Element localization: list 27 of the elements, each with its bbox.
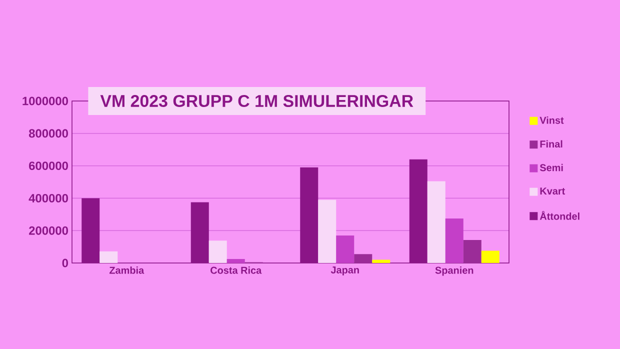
x-tick-label: Costa Rica xyxy=(210,266,262,274)
bar xyxy=(427,181,446,263)
bar xyxy=(208,240,227,263)
legend-label: Åttondel xyxy=(540,210,580,220)
bar xyxy=(336,235,354,263)
y-tick-label: 200000 xyxy=(29,226,68,235)
legend-label: Kvart xyxy=(540,188,566,195)
y-tick-label: 0 xyxy=(62,258,68,268)
y-tick-label: 1000000 xyxy=(22,96,68,106)
legend-label: Vinst xyxy=(540,116,564,124)
legend-label: Semi xyxy=(540,164,563,172)
bar xyxy=(226,258,245,263)
bar xyxy=(481,250,500,263)
x-tick-label: Zambia xyxy=(109,266,144,274)
y-tick-label: 400000 xyxy=(28,194,68,202)
x-tick-label: Japan xyxy=(330,266,359,276)
legend-label: Final xyxy=(540,140,562,148)
bar xyxy=(372,260,390,263)
bar xyxy=(100,251,118,263)
x-tick-label: Spanien xyxy=(435,266,474,276)
bar xyxy=(463,240,482,263)
chart-title: VM 2023 GRUPP C 1M SIMULERINGAR xyxy=(100,94,414,108)
bar xyxy=(318,200,336,263)
y-tick-label: 600000 xyxy=(29,162,68,170)
bar xyxy=(445,218,464,263)
bar xyxy=(354,254,372,263)
y-tick-label: 800000 xyxy=(28,129,68,138)
